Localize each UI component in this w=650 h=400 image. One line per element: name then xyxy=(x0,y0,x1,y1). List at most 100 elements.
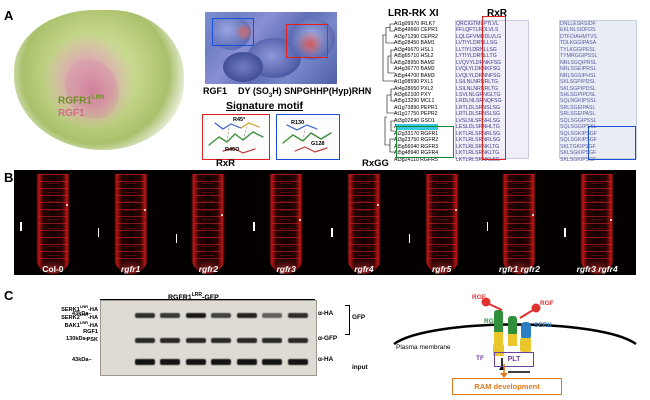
blot-band-ha-coip-4 xyxy=(211,313,231,318)
genotype-label: rgfr5 xyxy=(431,264,452,274)
root-tip xyxy=(424,174,459,274)
signature-left-label-1: R46O xyxy=(225,147,240,153)
highlight-box-red-surface xyxy=(286,24,328,58)
western-blot-image xyxy=(100,300,317,376)
model-label-rgf-right: RGF xyxy=(540,300,554,307)
scale-tick xyxy=(20,222,22,231)
panel-b-letter: B xyxy=(4,170,14,185)
genotype-label: rgfr2 xyxy=(198,264,219,274)
construct-underline xyxy=(100,299,315,300)
genotype-label: rgfr4 xyxy=(354,264,374,274)
blot-band-ha-coip-7 xyxy=(287,313,308,318)
brace-label-input: input xyxy=(352,364,368,371)
model-label-rgf-left: RGF xyxy=(472,294,486,301)
alignment-rxr-title: RxR xyxy=(487,8,508,19)
alignment-sequence-left: QRCIGTMLPTLVL FFLQFTLRDLVLS LQLGFVMRDLVL… xyxy=(456,21,502,163)
scale-tick xyxy=(175,234,177,243)
model-label-tf: TF xyxy=(476,355,484,362)
highlight-box-blue-surface xyxy=(212,18,254,46)
rgfr-ectodomain xyxy=(494,310,503,334)
root-tip xyxy=(35,174,70,274)
antibody-label-2: α-HA xyxy=(318,356,334,363)
signature-left-label-0: R45* xyxy=(233,117,246,123)
signature-motif-blue-inset: R130 G128 xyxy=(276,114,340,160)
panelb-title-rxgg: RxGG xyxy=(362,158,389,169)
panelc-row-label-4: PSK xyxy=(86,336,98,343)
alignment-sequence-right: DNLLESRSIDF EKLNLSIDFDS DTFDIAHMTVS TDLK… xyxy=(560,21,598,163)
panel-a-letter: A xyxy=(4,8,14,23)
phylogenetic-tree xyxy=(382,23,395,153)
meristem-marker xyxy=(454,209,457,211)
blot-band-ha-coip-6 xyxy=(262,313,282,318)
meristem-marker xyxy=(376,204,379,206)
rgf-peptide-right xyxy=(531,303,541,313)
signature-motif-title: Signature motif xyxy=(226,100,304,112)
blot-band-ha-coip-5 xyxy=(236,313,257,318)
alignment-seq-background-right xyxy=(559,20,637,159)
surface-blob xyxy=(223,52,263,82)
blot-band-ha-coip-2 xyxy=(160,313,180,318)
blot-band-ha-input-2 xyxy=(160,359,180,365)
panelc-row-label-2: BAK1LRR-HA xyxy=(64,320,98,330)
label-rgf1: RGF1 xyxy=(58,108,85,119)
root-image-rgfr2: rgfr2 xyxy=(169,170,248,275)
rgfr-kinase xyxy=(493,344,504,356)
signature-left-sticks xyxy=(208,122,264,154)
construct-tail: -GFP xyxy=(202,294,219,302)
genotype-label: rgfr1 xyxy=(120,264,141,274)
caption-dy-rest: H) SNPGHHP(Hyp)RHN xyxy=(272,86,372,96)
rgf-link-right xyxy=(519,309,534,319)
signature-right-sticks xyxy=(282,124,332,153)
meristem-marker xyxy=(143,209,146,211)
blot-band-ha-input-3 xyxy=(185,359,206,365)
model-plt-label: PLT xyxy=(507,356,521,363)
serk-ectodomain xyxy=(521,322,531,340)
label-rgfr1-sup: LRR xyxy=(91,95,105,101)
serk-kinase xyxy=(520,338,531,352)
antibody-label-0: α-HA xyxy=(318,310,334,317)
meristem-marker xyxy=(610,219,613,221)
blot-band-gfp-3 xyxy=(185,338,206,343)
blot-band-gfp-5 xyxy=(236,338,257,343)
model-ram-label: RAM development xyxy=(474,382,540,391)
meristem-marker xyxy=(221,214,224,216)
blot-band-gfp-4 xyxy=(211,338,231,343)
alignment-seq-background-left xyxy=(455,20,529,159)
panelc-construct-label: RGFR1LRR-GFP xyxy=(168,292,219,301)
panelc-row-label-3: RGF1 xyxy=(83,328,98,335)
model-arrow-to-ram xyxy=(500,364,508,378)
panel-c-letter: C xyxy=(4,288,14,303)
alignment-title: LRR-RK XI xyxy=(388,8,439,19)
root-tip xyxy=(346,174,381,274)
panelb-title-rxr: RxR xyxy=(216,158,236,169)
root-image-rgfr3: rgfr3 xyxy=(247,170,325,275)
frame-rgfr-clade xyxy=(396,126,454,158)
surface-blob-red xyxy=(235,24,253,40)
meristem-marker xyxy=(65,204,68,206)
scale-tick xyxy=(486,222,488,231)
label-rgfr1-text: RGFR1 xyxy=(58,95,92,107)
caption-dy: DY (SO xyxy=(238,86,269,96)
blot-band-ha-input-5 xyxy=(236,359,257,365)
genotype-label: rgfr3 rgfr4 xyxy=(576,264,618,274)
brace-label-gfp: GFP xyxy=(352,314,366,321)
brace-gfp xyxy=(345,305,350,335)
rgf-link-left xyxy=(488,303,503,311)
blot-band-gfp-6 xyxy=(262,338,282,343)
genotype-label: rgfr3 xyxy=(276,264,296,274)
root-confocal-montage: Col-0 rgfr1 rgfr2 rgfr3 rgfr4 rgfr5 rgfr1 rgfr… xyxy=(14,170,636,275)
caption-dy-sub: 3 xyxy=(268,92,273,99)
panelc-row-label-1: SERK2LRR-HA xyxy=(61,312,98,322)
genotype-label: rgfr1 rgfr2 xyxy=(498,264,540,274)
root-tip xyxy=(269,174,304,274)
surface-blob-red xyxy=(297,32,323,56)
scale-tick xyxy=(331,228,333,237)
root-image-rgfr4: rgfr4 xyxy=(325,170,403,275)
blot-band-ha-input-7 xyxy=(287,359,308,365)
construct-sup: LRR xyxy=(191,292,203,298)
root-image-rgfr3-rgfr4: rgfr3 rgfr4 xyxy=(558,170,636,275)
protein-structure-render xyxy=(14,10,184,150)
meristem-marker xyxy=(299,219,302,221)
signature-motif-red-inset: R45* R46O xyxy=(202,114,270,160)
signature-right-label-1: G128 xyxy=(311,141,325,147)
